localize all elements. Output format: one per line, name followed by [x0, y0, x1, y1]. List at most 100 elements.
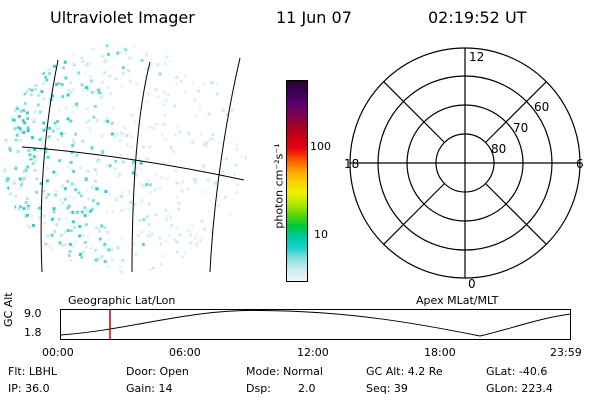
uv-pixel [3, 219, 5, 223]
uv-pixel [46, 234, 50, 237]
uv-pixel [31, 77, 35, 81]
uv-pixel [21, 119, 25, 123]
uv-pixel [236, 78, 240, 82]
uv-pixel [6, 186, 10, 190]
uv-pixel [147, 222, 151, 226]
uv-pixel [234, 143, 238, 147]
uv-pixel [154, 88, 158, 92]
uv-pixel [78, 234, 82, 238]
uv-pixel [80, 255, 84, 259]
uv-pixel [203, 227, 206, 231]
uv-pixel [25, 81, 29, 85]
uv-pixel [58, 51, 61, 55]
uv-pixel [98, 237, 102, 241]
timeline-x-tick-2359: 23:59 [550, 346, 582, 359]
uv-pixel [33, 168, 37, 172]
uv-pixel [72, 170, 76, 173]
uv-pixel [17, 238, 21, 242]
uv-pixel [74, 132, 77, 136]
uv-pixel [246, 113, 247, 117]
uv-pixel [95, 187, 99, 191]
uv-pixel [12, 104, 16, 108]
uv-pixel [169, 277, 172, 280]
uv-pixel [31, 136, 35, 140]
uv-pixel [70, 182, 74, 186]
uv-pixel [230, 233, 234, 237]
uv-pixel [214, 182, 218, 186]
uv-pixel [13, 43, 17, 47]
uv-pixel [57, 203, 61, 207]
uv-pixel [148, 145, 152, 149]
uv-pixel [32, 155, 36, 159]
uv-pixel [34, 71, 38, 75]
uv-pixel [12, 86, 16, 90]
uv-pixel [27, 206, 30, 210]
uv-pixel [193, 181, 197, 185]
uv-pixel [78, 225, 82, 229]
uv-pixel [66, 93, 70, 97]
uv-pixel [3, 120, 6, 124]
uv-pixel [52, 58, 56, 62]
uv-pixel [4, 270, 8, 273]
uv-pixel [26, 117, 30, 120]
uv-pixel [75, 102, 79, 106]
uv-pixel [51, 129, 55, 133]
uv-pixel [148, 183, 152, 187]
uv-pixel [53, 230, 57, 234]
uv-pixel [85, 188, 89, 192]
uv-pixel [84, 223, 88, 227]
uv-pixel [38, 110, 42, 114]
uv-pixel [243, 129, 247, 133]
uv-pixel [250, 118, 253, 121]
uv-pixel [134, 252, 138, 256]
uv-pixel [73, 264, 77, 268]
uv-pixel [24, 215, 28, 219]
uv-pixel [175, 181, 179, 185]
uv-pixel [17, 71, 21, 75]
uv-pixel [248, 122, 251, 125]
uv-pixel [119, 270, 123, 273]
uv-pixel [246, 104, 247, 108]
uv-pixel [3, 272, 4, 273]
uv-pixel [31, 161, 35, 165]
uv-pixel [41, 71, 45, 75]
uv-pixel [230, 63, 234, 67]
uv-pixel [178, 233, 182, 237]
uv-pixel [139, 182, 143, 186]
uv-pixel [118, 266, 122, 270]
uv-pixel [31, 118, 35, 122]
uv-pixel [23, 213, 27, 217]
uv-pixel [14, 167, 18, 171]
uv-pixel [50, 233, 54, 237]
uv-pixel [60, 132, 63, 136]
uv-pixel [59, 277, 62, 280]
uv-pixel [101, 151, 105, 155]
uv-pixel [220, 242, 224, 246]
uv-pixel [90, 148, 94, 152]
uv-pixel [85, 83, 89, 87]
uv-pixel [40, 90, 44, 94]
uv-pixel [56, 120, 59, 123]
uv-pixel [69, 119, 73, 123]
uv-pixel [200, 268, 204, 272]
uv-pixel [47, 135, 51, 139]
uv-pixel [94, 248, 98, 252]
uv-pixel [103, 242, 107, 246]
timeline-x-tick-1800: 18:00 [424, 346, 456, 359]
timeline-y-axis-label: GC Alt [2, 292, 15, 327]
uv-pixel [9, 113, 13, 117]
uv-pixel [205, 141, 209, 145]
instrument-title: Ultraviolet Imager [50, 8, 195, 27]
uv-pixel [207, 178, 210, 182]
uv-pixel [121, 259, 125, 262]
uv-pixel [221, 108, 225, 112]
uv-pixel [26, 86, 30, 90]
uv-pixel [121, 66, 125, 70]
uv-pixel [111, 209, 115, 213]
mlt-label-right: 6 [576, 157, 584, 171]
uv-pixel [149, 191, 152, 195]
uv-pixel [84, 86, 88, 89]
uv-pixel [123, 126, 127, 130]
uv-pixel [111, 278, 114, 281]
uv-pixel [3, 218, 5, 222]
